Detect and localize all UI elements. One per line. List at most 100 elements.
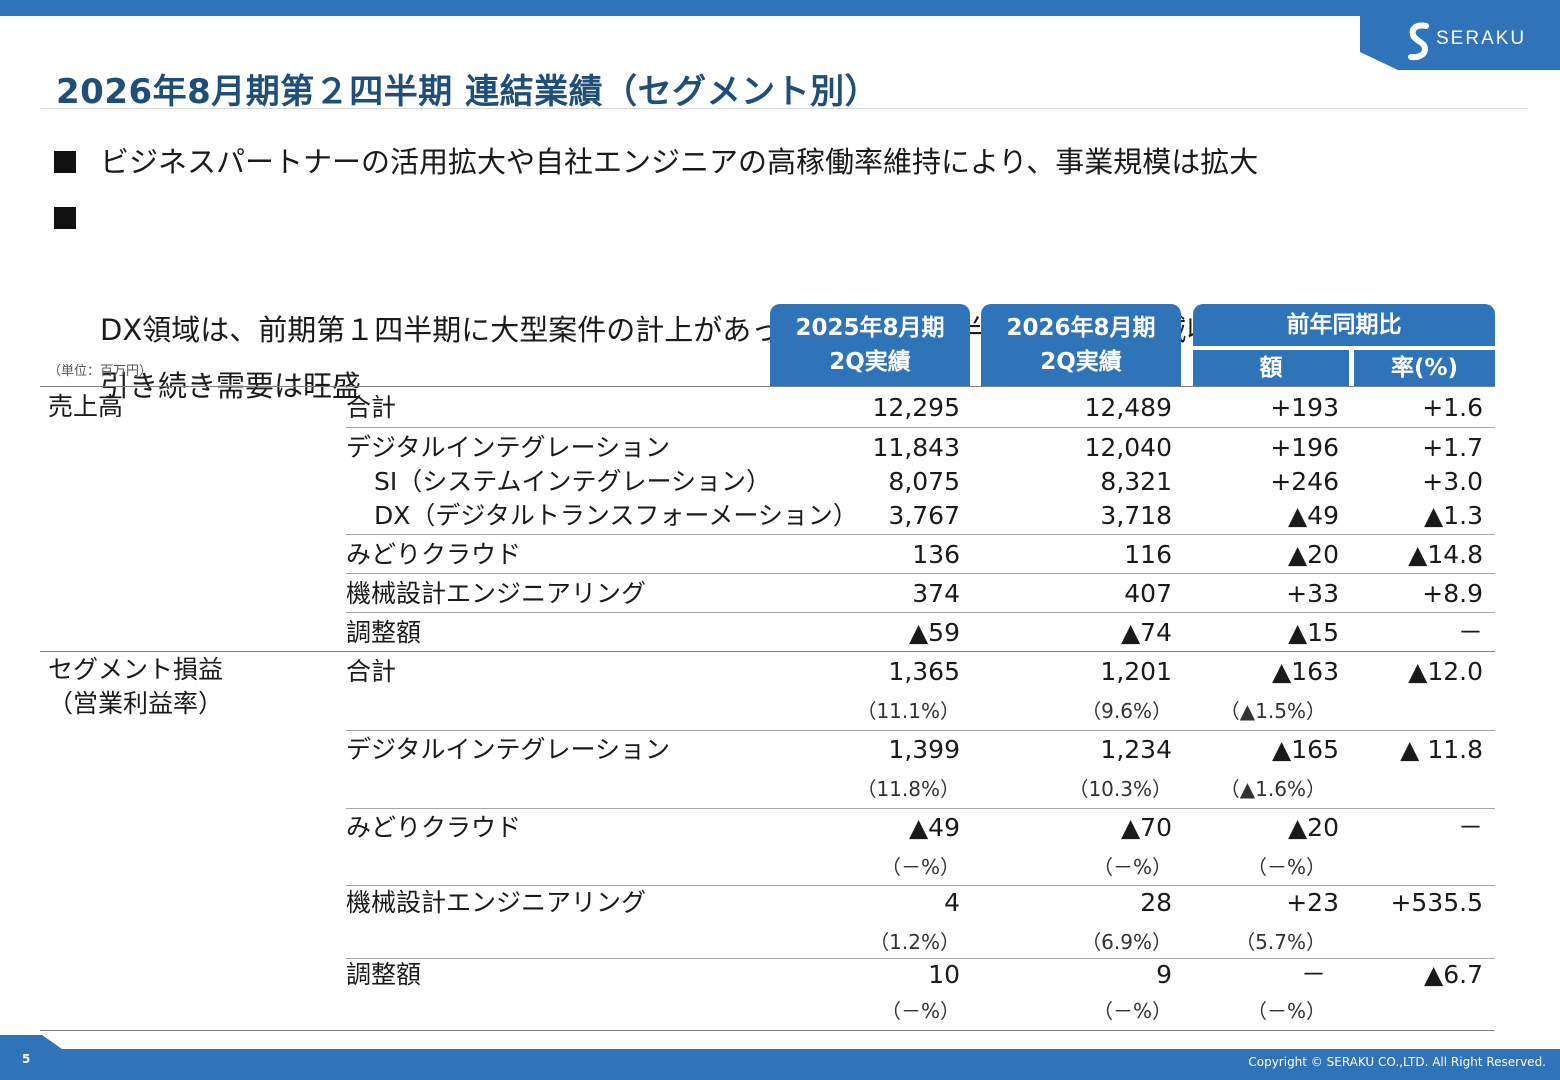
- seraku-logo-icon: [1408, 22, 1429, 61]
- cell-amount: ▲165: [1272, 735, 1339, 764]
- cell-amount: ▲20: [1287, 813, 1339, 842]
- cell-amount-margin: （▲1.6%）: [1219, 777, 1326, 801]
- cell-rate: ▲12.0: [1408, 657, 1483, 686]
- cell-curr: 8,321: [1100, 467, 1172, 496]
- unit-note: （単位：百万円）: [48, 364, 153, 379]
- cell-amount-margin: （－%）: [1246, 999, 1326, 1023]
- cell-prev: 4: [944, 888, 960, 917]
- square-bullet-icon: [54, 151, 76, 173]
- table-divider: [346, 958, 1495, 959]
- cell-amount-margin: （－%）: [1246, 855, 1326, 879]
- footer-bar: [0, 1049, 1560, 1080]
- logo-text: SERAKU: [1436, 28, 1527, 49]
- cell-curr-margin: （6.9%）: [1081, 930, 1172, 954]
- table-divider: [346, 427, 1495, 428]
- table-divider: [346, 885, 1495, 886]
- cell-amount: +193: [1270, 393, 1339, 422]
- row-label: みどりクラウド: [346, 813, 522, 842]
- category-sales: 売上高: [48, 392, 124, 421]
- page-title: 2026年8月期第２四半期 連結業績（セグメント別）: [56, 72, 880, 112]
- cell-curr: 1,201: [1100, 657, 1172, 686]
- cell-rate: ▲14.8: [1408, 540, 1483, 569]
- cell-amount: +33: [1286, 579, 1339, 608]
- copyright: Copyright © SERAKU CO.,LTD. All Right Re…: [1248, 1055, 1546, 1069]
- cell-prev: ▲49: [908, 813, 960, 842]
- bullet-text: ビジネスパートナーの活用拡大や自社エンジニアの高稼働率維持により、事業規模は拡大: [100, 145, 1259, 179]
- cell-rate: +3.0: [1422, 467, 1483, 496]
- cell-curr-margin: （10.3%）: [1068, 777, 1172, 801]
- category-segment-sub: （営業利益率）: [48, 689, 224, 718]
- cell-rate: +8.9: [1422, 579, 1483, 608]
- cell-prev: 10: [928, 960, 960, 989]
- table-divider: [346, 808, 1495, 809]
- row-label: 機械設計エンジニアリング: [346, 888, 647, 917]
- row-label: デジタルインテグレーション: [346, 433, 671, 462]
- cell-amount: +196: [1270, 433, 1339, 462]
- category-segment: セグメント損益: [48, 655, 224, 684]
- cell-rate: +535.5: [1390, 888, 1483, 917]
- cell-curr-margin: （9.6%）: [1081, 699, 1172, 723]
- cell-prev-margin: （－%）: [880, 855, 960, 879]
- row-label: 合計: [346, 393, 397, 422]
- cell-amount: ▲20: [1287, 540, 1339, 569]
- cell-amount: －: [1300, 960, 1326, 989]
- table-divider: [346, 730, 1495, 731]
- square-bullet-icon: [54, 207, 76, 229]
- cell-rate: ▲ 11.8: [1400, 735, 1483, 764]
- table-divider: [346, 612, 1495, 613]
- header-yoy: 前年同期比: [1193, 304, 1495, 346]
- bullet-item: ビジネスパートナーの活用拡大や自社エンジニアの高稼働率維持により、事業規模は拡大: [54, 134, 1494, 190]
- cell-amount: ▲15: [1287, 618, 1339, 647]
- cell-curr: ▲74: [1120, 618, 1172, 647]
- table-divider: [346, 573, 1495, 574]
- cell-curr-margin: （－%）: [1092, 999, 1172, 1023]
- cell-rate: ▲6.7: [1424, 960, 1483, 989]
- header-prev-year: 2025年8月期 2Q実績: [770, 304, 970, 386]
- row-label: 機械設計エンジニアリング: [346, 579, 647, 608]
- cell-amount: ▲163: [1272, 657, 1339, 686]
- table-divider: [346, 534, 1495, 535]
- cell-amount-margin: （5.7%）: [1235, 930, 1326, 954]
- cell-rate: +1.6: [1422, 393, 1483, 422]
- cell-curr: 3,718: [1100, 501, 1172, 530]
- page-number: 5: [22, 1052, 31, 1066]
- header-rate: 率(%): [1354, 350, 1495, 386]
- cell-amount: ▲49: [1287, 501, 1339, 530]
- cell-prev-margin: （1.2%）: [869, 930, 960, 954]
- cell-curr: 9: [1156, 960, 1172, 989]
- cell-rate: ▲1.3: [1424, 501, 1483, 530]
- cell-curr: 1,234: [1100, 735, 1172, 764]
- row-label: 合計: [346, 657, 397, 686]
- row-label: みどりクラウド: [346, 540, 522, 569]
- row-label: SI（システムインテグレーション）: [374, 467, 771, 496]
- cell-amount-margin: （▲1.5%）: [1219, 699, 1326, 723]
- cell-prev: 8,075: [888, 467, 960, 496]
- header-amount: 額: [1193, 350, 1349, 386]
- cell-prev: 12,295: [872, 393, 960, 422]
- page-number-tab: [0, 1035, 62, 1080]
- cell-prev: 136: [912, 540, 960, 569]
- cell-curr: 407: [1124, 579, 1172, 608]
- cell-rate: +1.7: [1422, 433, 1483, 462]
- title-divider: [40, 108, 1528, 109]
- cell-curr: 12,040: [1084, 433, 1172, 462]
- row-label: 調整額: [346, 618, 422, 647]
- company-logo: SERAKU: [1360, 16, 1560, 70]
- cell-amount: +23: [1286, 888, 1339, 917]
- cell-prev-margin: （11.8%）: [856, 777, 960, 801]
- cell-rate: －: [1457, 618, 1483, 647]
- cell-prev: 1,365: [888, 657, 960, 686]
- cell-rate: －: [1457, 813, 1483, 842]
- cell-prev: 3,767: [888, 501, 960, 530]
- cell-curr-margin: （－%）: [1092, 855, 1172, 879]
- cell-prev: 11,843: [872, 433, 960, 462]
- row-label: 調整額: [346, 960, 422, 989]
- cell-curr: 28: [1140, 888, 1172, 917]
- row-label: デジタルインテグレーション: [346, 735, 671, 764]
- cell-prev-margin: （11.1%）: [856, 699, 960, 723]
- cell-curr: 12,489: [1084, 393, 1172, 422]
- cell-curr: ▲70: [1120, 813, 1172, 842]
- cell-curr: 116: [1124, 540, 1172, 569]
- cell-prev: 374: [912, 579, 960, 608]
- table-divider: [40, 651, 1495, 652]
